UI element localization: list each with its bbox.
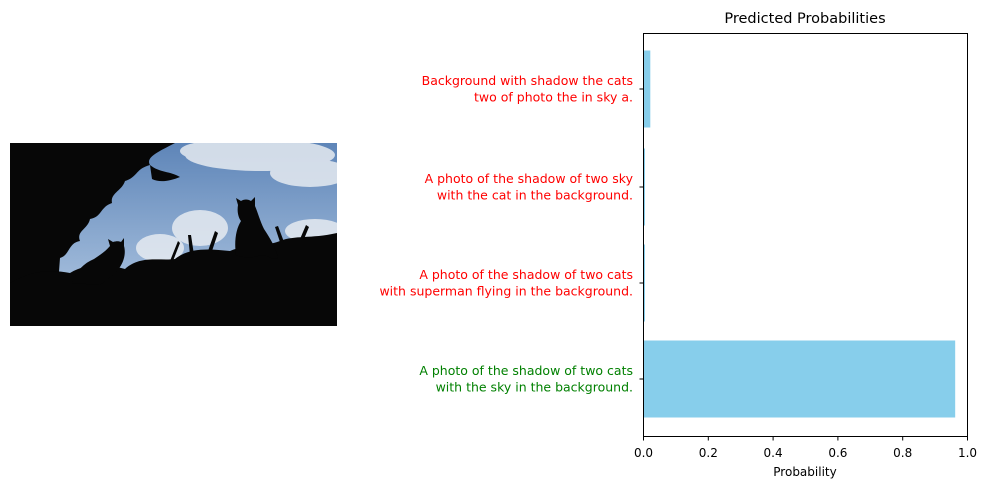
y-tick-label-0-line-1: with the sky in the background.: [436, 380, 633, 395]
bar-3: [643, 50, 651, 128]
y-tick-label-2: A photo of the shadow of two sky with the…: [425, 171, 634, 203]
x-axis-label: Probability: [773, 465, 836, 479]
x-tick-label-3: 0.6: [828, 446, 847, 460]
x-tick-label-5: 1.0: [958, 446, 977, 460]
bar-0: [643, 340, 956, 418]
y-tick-label-1-line-1: with superman flying in the background.: [379, 284, 633, 299]
silhouettes: [10, 143, 337, 326]
chart-title: Predicted Probabilities: [724, 11, 885, 27]
y-tick-label-2-line-1: with the cat in the background.: [437, 188, 633, 203]
x-tick-label-2: 0.4: [764, 446, 783, 460]
cat-left: [72, 238, 125, 285]
cat-photo: [10, 143, 337, 326]
x-axis-ticks: 0.0 0.2 0.4 0.6 0.8 1.0: [634, 436, 977, 460]
bar-1: [643, 244, 645, 322]
x-tick-label-4: 0.8: [893, 446, 912, 460]
y-tick-label-3-line-0: Background with shadow the cats: [422, 73, 633, 88]
x-tick-label-1: 0.2: [699, 446, 718, 460]
y-axis-ticks: A photo of the shadow of two cats with th…: [379, 73, 644, 395]
bar-2: [643, 148, 645, 226]
y-tick-label-2-line-0: A photo of the shadow of two sky: [425, 171, 634, 186]
y-tick-label-0-line-0: A photo of the shadow of two cats: [419, 363, 633, 378]
bars-group: [643, 50, 956, 418]
y-tick-label-3-line-1: two of photo the in sky a.: [474, 90, 633, 105]
tree-tuft: [150, 165, 180, 182]
y-tick-label-1: A photo of the shadow of two cats with su…: [379, 267, 633, 299]
y-tick-label-1-line-0: A photo of the shadow of two cats: [419, 267, 633, 282]
plot-frame: [643, 33, 968, 437]
y-tick-label-0: A photo of the shadow of two cats with th…: [419, 363, 633, 395]
x-tick-label-0: 0.0: [634, 446, 653, 460]
y-tick-label-3: Background with shadow the cats two of ph…: [422, 73, 633, 105]
cat-right: [235, 197, 278, 259]
